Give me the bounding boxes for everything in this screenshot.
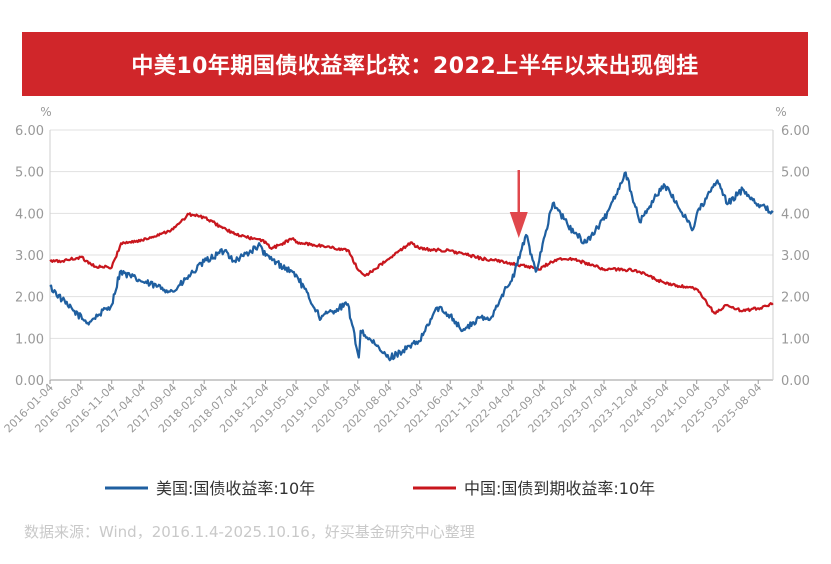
legend-label-cn: 中国:国债到期收益率:10年 [464, 479, 655, 498]
inversion-arrow-head [509, 212, 528, 238]
y-tick-label-left: 1.00 [15, 332, 44, 347]
y-tick-label-right: 3.00 [781, 249, 810, 264]
y-tick-label-right: 4.00 [781, 207, 810, 222]
y-tick-label-right: 2.00 [781, 291, 810, 306]
y-tick-label-right: 1.00 [781, 332, 810, 347]
y-tick-label-left: 2.00 [15, 291, 44, 306]
y-tick-label-left: 5.00 [15, 166, 44, 181]
y-tick-label-right: 6.00 [781, 124, 810, 139]
y-tick-label-left: 4.00 [15, 207, 44, 222]
chart-title-banner: 中美10年期国债收益率比较：2022上半年以来出现倒挂 [22, 32, 808, 96]
chart-title: 中美10年期国债收益率比较：2022上半年以来出现倒挂 [131, 54, 699, 79]
y-tick-label-left: 6.00 [15, 124, 44, 139]
series-line-1 [49, 212, 774, 315]
series-line-0 [49, 171, 774, 362]
y-unit-left: % [40, 105, 51, 119]
yield-comparison-chart: 0.00 0.00 1.00 1.00 2.00 2.00 3.00 3.00 4.00 4.00… [2, 105, 810, 498]
legend-label-us: 美国:国债收益率:10年 [156, 479, 315, 498]
y-unit-right: % [775, 105, 786, 119]
y-tick-label-right: 5.00 [781, 166, 810, 181]
y-tick-label-right: 0.00 [781, 374, 810, 389]
y-tick-label-left: 3.00 [15, 249, 44, 264]
y-tick-label-left: 0.00 [15, 374, 44, 389]
source-note: 数据来源：Wind，2016.1.4-2025.10.16，好买基金研究中心整理 [24, 523, 475, 541]
